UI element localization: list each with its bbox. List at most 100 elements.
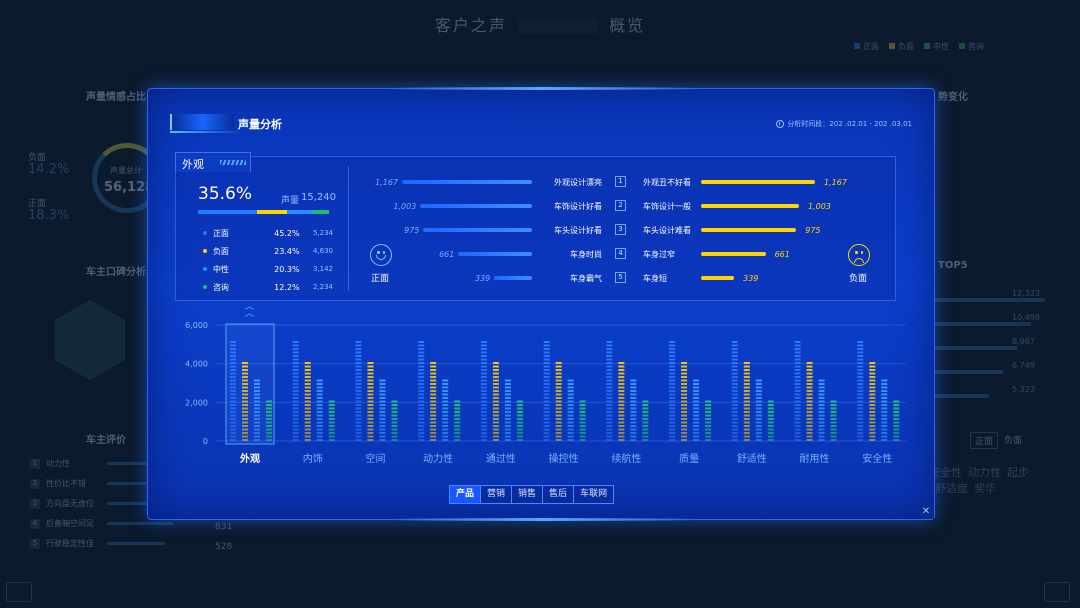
close-button[interactable]: ✕ — [918, 505, 934, 519]
y-tick-label: 4,000 — [185, 360, 208, 369]
category-tab-label: 外观 — [182, 158, 204, 171]
chart-bar[interactable] — [266, 400, 272, 442]
smile-icon — [370, 244, 392, 266]
chart-bar[interactable] — [857, 341, 864, 441]
chart-bar[interactable] — [893, 400, 900, 442]
chart-bar[interactable] — [669, 341, 676, 441]
x-tick-label[interactable]: 安全性 — [862, 452, 892, 465]
chart-bar[interactable] — [630, 379, 637, 442]
positive-keyword-bar — [458, 252, 532, 256]
positive-keyword-bar — [423, 228, 532, 232]
x-tick-label[interactable]: 舒适性 — [737, 452, 767, 465]
chart-bar[interactable] — [767, 400, 774, 442]
rank-badge: 2 — [615, 200, 626, 211]
chart-bar[interactable] — [731, 341, 738, 441]
chart-bar[interactable] — [743, 362, 750, 441]
y-tick-label: 2,000 — [185, 398, 208, 407]
chart-bar[interactable] — [555, 362, 562, 441]
chevron-up-icon: ︿ ︿ — [245, 302, 255, 319]
tab-2[interactable]: 销售 — [512, 486, 544, 503]
sentiment-stat-row: 咨询 12.2% 2,234 — [203, 278, 333, 296]
clock-icon — [776, 120, 785, 128]
chart-bar[interactable] — [693, 379, 700, 442]
word-cloud-item: 奖华 — [974, 482, 996, 495]
chart-bar[interactable] — [367, 362, 374, 441]
x-tick-label[interactable]: 动力性 — [423, 452, 453, 465]
dot-icon — [203, 231, 207, 235]
chart-bar[interactable] — [642, 400, 649, 442]
dot-icon — [203, 285, 207, 289]
x-tick-label[interactable]: 操控性 — [549, 452, 579, 465]
chart-bar[interactable] — [794, 341, 801, 441]
tab-1[interactable]: 营销 — [481, 486, 513, 503]
chart-bar[interactable] — [379, 379, 386, 442]
chart-bar[interactable] — [806, 362, 813, 441]
positive-keyword-bar — [494, 276, 532, 280]
chart-bar[interactable] — [292, 341, 299, 441]
tab-4[interactable]: 车联网 — [574, 486, 614, 503]
background-panel-title: 车主口碑分析 — [86, 267, 146, 278]
negative-keyword-row: 车饰设计一般 1,003 — [643, 201, 831, 211]
negative-keyword-bar — [701, 204, 799, 208]
chart-bar[interactable] — [492, 362, 499, 441]
y-tick-label: 0 — [203, 437, 208, 446]
tab-3[interactable]: 售后 — [543, 486, 575, 503]
chart-bar[interactable] — [543, 341, 550, 441]
chart-bar[interactable] — [454, 400, 461, 442]
negative-keyword-bar — [701, 276, 735, 280]
chart-bar[interactable] — [254, 379, 260, 442]
chart-bar[interactable] — [418, 341, 425, 441]
chart-bar[interactable] — [242, 362, 248, 441]
chart-bar[interactable] — [442, 379, 449, 442]
chart-bar[interactable] — [606, 341, 613, 441]
chart-bar[interactable] — [504, 379, 511, 442]
dot-icon — [203, 267, 207, 271]
volume-label: 声量 — [281, 196, 300, 206]
chart-bar[interactable] — [869, 362, 876, 441]
chart-bar[interactable] — [567, 379, 574, 442]
chart-bar[interactable] — [430, 362, 437, 441]
chart-bar[interactable] — [681, 362, 688, 441]
x-tick-label[interactable]: 空间 — [365, 452, 385, 465]
domain-tabs: 产品 营销 销售 售后 车联网 — [449, 485, 615, 504]
negative-label: 负面 — [849, 274, 868, 284]
chart-bar[interactable] — [230, 341, 236, 441]
negative-keyword-row: 车头设计难看 975 — [643, 225, 821, 235]
chart-bar[interactable] — [304, 362, 311, 441]
x-tick-label[interactable]: 质量 — [679, 453, 699, 465]
tab-0[interactable]: 产品 — [450, 486, 482, 503]
x-tick-label[interactable]: 外观 — [239, 452, 260, 465]
x-tick-label[interactable]: 耐用性 — [800, 452, 830, 465]
sentiment-stat-row: 正面 45.2% 5,234 — [203, 224, 333, 242]
chart-bar[interactable] — [328, 400, 335, 442]
x-tick-label[interactable]: 通过性 — [486, 452, 516, 465]
chart-bar[interactable] — [705, 400, 712, 442]
background-panel-title: 声量情感占比 — [86, 92, 146, 103]
list-item: 3 方向盘无虚位 — [30, 498, 181, 509]
x-tick-label[interactable]: 内饰 — [303, 452, 323, 465]
chart-bar[interactable] — [316, 379, 323, 442]
chart-bar[interactable] — [881, 379, 888, 442]
rank-badge: 3 — [615, 224, 626, 235]
positive-keyword-bar — [402, 180, 532, 184]
word-cloud-item: 舒适度 — [935, 482, 968, 495]
list-item: 4 后备箱空间足 — [30, 518, 173, 529]
negative-keyword-bar — [701, 180, 815, 184]
sentiment-segment — [286, 210, 314, 214]
dialog-title: 声量分析 — [238, 118, 282, 131]
chart-bar[interactable] — [355, 341, 362, 441]
car-icon — [6, 582, 32, 602]
x-tick-label[interactable]: 续航性 — [611, 452, 641, 465]
sentiment-segment-bar — [198, 210, 329, 214]
chart-bar[interactable] — [618, 362, 625, 441]
chart-bar[interactable] — [830, 400, 837, 442]
chart-bar[interactable] — [755, 379, 762, 442]
rank-badge: 4 — [615, 248, 626, 259]
chart-bar[interactable] — [818, 379, 825, 442]
chart-bar[interactable] — [516, 400, 523, 442]
chart-bar[interactable] — [579, 400, 586, 442]
negative-keyword-bar — [701, 252, 766, 256]
chart-bar[interactable] — [391, 400, 398, 442]
positive-keyword-row: 1,167 外观设计漂亮 — [375, 177, 602, 187]
chart-bar[interactable] — [480, 341, 487, 441]
